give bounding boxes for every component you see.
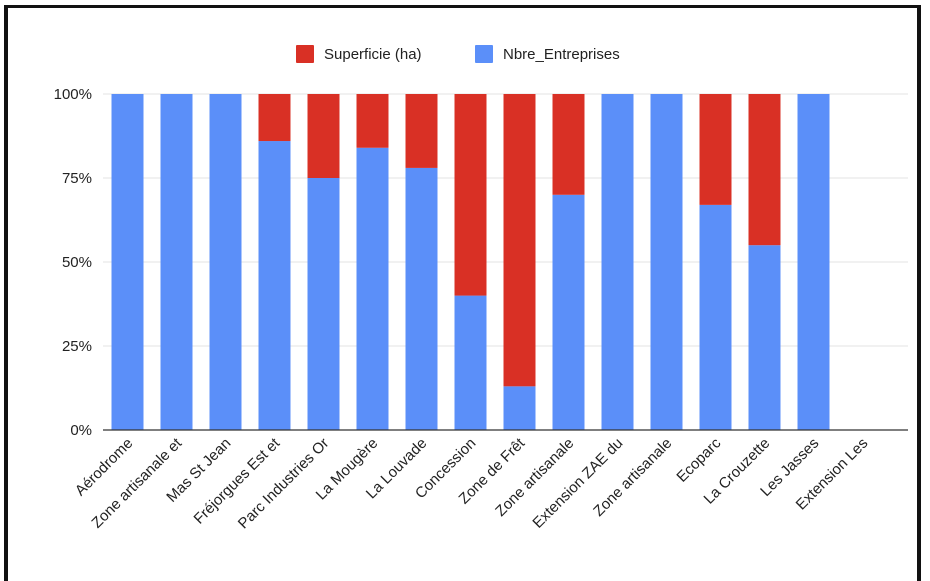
legend-swatch-superficie[interactable]	[296, 45, 314, 63]
bar-segment-nbre-entreprises[interactable]	[454, 295, 487, 430]
bar-segment-nbre-entreprises[interactable]	[111, 94, 144, 430]
bar-stack[interactable]	[307, 94, 340, 430]
legend-label-superficie[interactable]: Superficie (ha)	[324, 46, 422, 63]
legend-label-nbre-entreprises[interactable]: Nbre_Entreprises	[503, 46, 620, 63]
bar-segment-superficie[interactable]	[748, 94, 781, 246]
bar-segment-nbre-entreprises[interactable]	[552, 194, 585, 430]
bar-stack[interactable]	[748, 94, 781, 430]
bar-segment-nbre-entreprises[interactable]	[601, 94, 634, 430]
bar-segment-superficie[interactable]	[405, 94, 438, 168]
bar-segment-nbre-entreprises[interactable]	[503, 386, 536, 430]
bar-segment-nbre-entreprises[interactable]	[699, 204, 732, 430]
bar-segment-superficie[interactable]	[307, 94, 340, 178]
bar-segment-nbre-entreprises[interactable]	[405, 167, 438, 431]
bar-stack[interactable]	[503, 94, 536, 430]
x-category-label: Zone artisanale et	[88, 434, 186, 532]
bar-stack[interactable]	[601, 94, 634, 430]
bar-segment-nbre-entreprises[interactable]	[258, 141, 291, 431]
y-tick-label: 25%	[62, 338, 92, 355]
bar-segment-superficie[interactable]	[699, 94, 732, 205]
bar-segment-superficie[interactable]	[503, 94, 536, 387]
bar-segment-superficie[interactable]	[356, 94, 389, 148]
y-tick-label: 75%	[62, 170, 92, 187]
bar-segment-nbre-entreprises[interactable]	[307, 178, 340, 430]
bar-segment-superficie[interactable]	[552, 94, 585, 195]
x-category-label: Extension ZAE du	[529, 435, 626, 532]
bar-segment-nbre-entreprises[interactable]	[160, 94, 193, 430]
bar-segment-nbre-entreprises[interactable]	[209, 94, 242, 430]
y-axis-ticks: 0% 25% 50% 75% 100%	[54, 86, 92, 439]
x-category-label: Parc Industries Or	[235, 435, 332, 532]
y-tick-label: 100%	[54, 86, 92, 103]
bar-stack[interactable]	[258, 94, 291, 431]
bars	[111, 94, 830, 431]
bar-stack[interactable]	[209, 94, 242, 430]
bar-stack[interactable]	[405, 94, 438, 431]
x-category-label: Fréjorgues Est et	[191, 434, 284, 527]
bar-segment-superficie[interactable]	[258, 94, 291, 142]
bar-stack[interactable]	[111, 94, 144, 430]
bar-stack[interactable]	[356, 94, 389, 430]
y-tick-label: 0%	[70, 422, 92, 439]
bar-stack[interactable]	[797, 94, 830, 430]
bar-segment-nbre-entreprises[interactable]	[356, 147, 389, 430]
bar-segment-nbre-entreprises[interactable]	[650, 94, 683, 430]
legend-swatch-nbre-entreprises[interactable]	[475, 45, 493, 63]
legend: Superficie (ha) Nbre_Entreprises	[296, 45, 620, 63]
bar-segment-superficie[interactable]	[454, 94, 487, 296]
bar-stack[interactable]	[650, 94, 683, 430]
bar-stack[interactable]	[699, 94, 732, 430]
bar-segment-nbre-entreprises[interactable]	[748, 245, 781, 430]
bar-stack[interactable]	[552, 94, 585, 430]
bar-stack[interactable]	[160, 94, 193, 430]
y-tick-label: 50%	[62, 254, 92, 271]
bar-segment-nbre-entreprises[interactable]	[797, 94, 830, 430]
bar-stack[interactable]	[454, 94, 487, 430]
